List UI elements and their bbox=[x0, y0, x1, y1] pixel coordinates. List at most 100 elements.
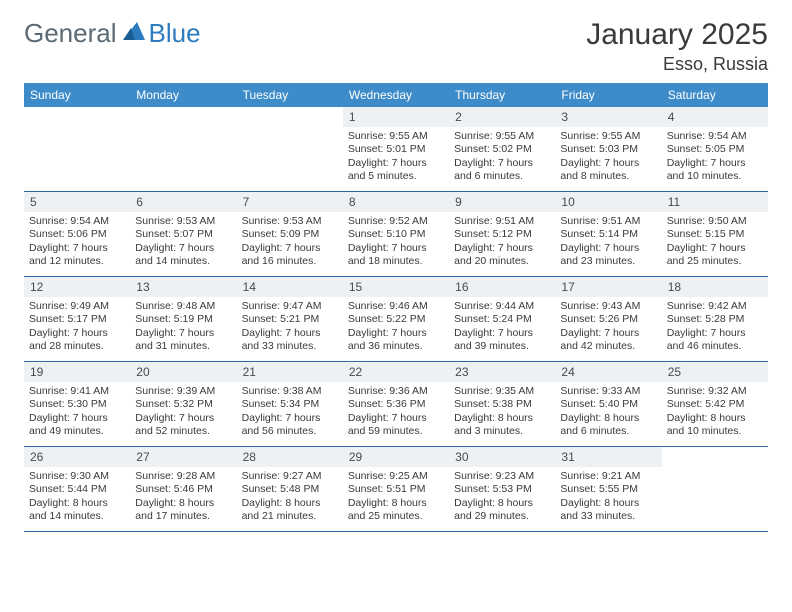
sunrise-text: Sunrise: 9:42 AM bbox=[667, 300, 763, 313]
daylight-text: Daylight: 8 hours and 10 minutes. bbox=[667, 412, 763, 439]
day-cell: 8Sunrise: 9:52 AMSunset: 5:10 PMDaylight… bbox=[343, 192, 449, 276]
day-cell: 7Sunrise: 9:53 AMSunset: 5:09 PMDaylight… bbox=[237, 192, 343, 276]
daylight-text: Daylight: 7 hours and 23 minutes. bbox=[560, 242, 656, 269]
sunrise-text: Sunrise: 9:54 AM bbox=[29, 215, 125, 228]
day-cell bbox=[662, 447, 768, 531]
day-number: 14 bbox=[237, 277, 343, 297]
daylight-text: Daylight: 8 hours and 6 minutes. bbox=[560, 412, 656, 439]
daylight-text: Daylight: 7 hours and 49 minutes. bbox=[29, 412, 125, 439]
day-cell: 29Sunrise: 9:25 AMSunset: 5:51 PMDayligh… bbox=[343, 447, 449, 531]
day-cell: 28Sunrise: 9:27 AMSunset: 5:48 PMDayligh… bbox=[237, 447, 343, 531]
sunset-text: Sunset: 5:22 PM bbox=[348, 313, 444, 326]
daylight-text: Daylight: 8 hours and 17 minutes. bbox=[135, 497, 231, 524]
sunset-text: Sunset: 5:05 PM bbox=[667, 143, 763, 156]
sunrise-text: Sunrise: 9:23 AM bbox=[454, 470, 550, 483]
day-cell: 2Sunrise: 9:55 AMSunset: 5:02 PMDaylight… bbox=[449, 107, 555, 191]
sunrise-text: Sunrise: 9:49 AM bbox=[29, 300, 125, 313]
day-details: Sunrise: 9:47 AMSunset: 5:21 PMDaylight:… bbox=[237, 297, 343, 357]
sunrise-text: Sunrise: 9:46 AM bbox=[348, 300, 444, 313]
day-number: 13 bbox=[130, 277, 236, 297]
daylight-text: Daylight: 8 hours and 25 minutes. bbox=[348, 497, 444, 524]
sunrise-text: Sunrise: 9:50 AM bbox=[667, 215, 763, 228]
day-number: 17 bbox=[555, 277, 661, 297]
daylight-text: Daylight: 7 hours and 18 minutes. bbox=[348, 242, 444, 269]
day-header-row: Sunday Monday Tuesday Wednesday Thursday… bbox=[24, 83, 768, 107]
sunset-text: Sunset: 5:51 PM bbox=[348, 483, 444, 496]
day-details: Sunrise: 9:54 AMSunset: 5:06 PMDaylight:… bbox=[24, 212, 130, 272]
day-number: 6 bbox=[130, 192, 236, 212]
day-number: 21 bbox=[237, 362, 343, 382]
daylight-text: Daylight: 7 hours and 14 minutes. bbox=[135, 242, 231, 269]
sunset-text: Sunset: 5:02 PM bbox=[454, 143, 550, 156]
sunset-text: Sunset: 5:24 PM bbox=[454, 313, 550, 326]
sunrise-text: Sunrise: 9:21 AM bbox=[560, 470, 656, 483]
sunrise-text: Sunrise: 9:41 AM bbox=[29, 385, 125, 398]
week-row: 19Sunrise: 9:41 AMSunset: 5:30 PMDayligh… bbox=[24, 362, 768, 447]
day-details: Sunrise: 9:52 AMSunset: 5:10 PMDaylight:… bbox=[343, 212, 449, 272]
day-number: 3 bbox=[555, 107, 661, 127]
day-details: Sunrise: 9:21 AMSunset: 5:55 PMDaylight:… bbox=[555, 467, 661, 527]
day-details: Sunrise: 9:38 AMSunset: 5:34 PMDaylight:… bbox=[237, 382, 343, 442]
day-number: 22 bbox=[343, 362, 449, 382]
daylight-text: Daylight: 7 hours and 59 minutes. bbox=[348, 412, 444, 439]
sunset-text: Sunset: 5:30 PM bbox=[29, 398, 125, 411]
day-details: Sunrise: 9:39 AMSunset: 5:32 PMDaylight:… bbox=[130, 382, 236, 442]
day-number: 26 bbox=[24, 447, 130, 467]
day-number: 23 bbox=[449, 362, 555, 382]
sunrise-text: Sunrise: 9:55 AM bbox=[454, 130, 550, 143]
day-details: Sunrise: 9:32 AMSunset: 5:42 PMDaylight:… bbox=[662, 382, 768, 442]
daylight-text: Daylight: 7 hours and 8 minutes. bbox=[560, 157, 656, 184]
day-header-wednesday: Wednesday bbox=[343, 83, 449, 107]
sunrise-text: Sunrise: 9:55 AM bbox=[348, 130, 444, 143]
day-number bbox=[130, 107, 236, 113]
sunset-text: Sunset: 5:46 PM bbox=[135, 483, 231, 496]
sunset-text: Sunset: 5:53 PM bbox=[454, 483, 550, 496]
day-cell: 27Sunrise: 9:28 AMSunset: 5:46 PMDayligh… bbox=[130, 447, 236, 531]
sunset-text: Sunset: 5:32 PM bbox=[135, 398, 231, 411]
sunrise-text: Sunrise: 9:35 AM bbox=[454, 385, 550, 398]
day-cell: 30Sunrise: 9:23 AMSunset: 5:53 PMDayligh… bbox=[449, 447, 555, 531]
sunrise-text: Sunrise: 9:28 AM bbox=[135, 470, 231, 483]
daylight-text: Daylight: 8 hours and 29 minutes. bbox=[454, 497, 550, 524]
sunset-text: Sunset: 5:38 PM bbox=[454, 398, 550, 411]
week-row: 26Sunrise: 9:30 AMSunset: 5:44 PMDayligh… bbox=[24, 447, 768, 532]
sunset-text: Sunset: 5:12 PM bbox=[454, 228, 550, 241]
week-row: 5Sunrise: 9:54 AMSunset: 5:06 PMDaylight… bbox=[24, 192, 768, 277]
day-cell: 1Sunrise: 9:55 AMSunset: 5:01 PMDaylight… bbox=[343, 107, 449, 191]
sunset-text: Sunset: 5:42 PM bbox=[667, 398, 763, 411]
day-cell: 25Sunrise: 9:32 AMSunset: 5:42 PMDayligh… bbox=[662, 362, 768, 446]
day-cell: 20Sunrise: 9:39 AMSunset: 5:32 PMDayligh… bbox=[130, 362, 236, 446]
day-details: Sunrise: 9:55 AMSunset: 5:02 PMDaylight:… bbox=[449, 127, 555, 187]
daylight-text: Daylight: 7 hours and 36 minutes. bbox=[348, 327, 444, 354]
day-cell bbox=[24, 107, 130, 191]
day-cell: 19Sunrise: 9:41 AMSunset: 5:30 PMDayligh… bbox=[24, 362, 130, 446]
sunset-text: Sunset: 5:34 PM bbox=[242, 398, 338, 411]
sunrise-text: Sunrise: 9:30 AM bbox=[29, 470, 125, 483]
day-header-saturday: Saturday bbox=[662, 83, 768, 107]
day-number bbox=[24, 107, 130, 113]
daylight-text: Daylight: 7 hours and 10 minutes. bbox=[667, 157, 763, 184]
day-number bbox=[237, 107, 343, 113]
day-cell: 24Sunrise: 9:33 AMSunset: 5:40 PMDayligh… bbox=[555, 362, 661, 446]
sunrise-text: Sunrise: 9:39 AM bbox=[135, 385, 231, 398]
day-number: 11 bbox=[662, 192, 768, 212]
sunset-text: Sunset: 5:44 PM bbox=[29, 483, 125, 496]
day-details: Sunrise: 9:51 AMSunset: 5:14 PMDaylight:… bbox=[555, 212, 661, 272]
sunrise-text: Sunrise: 9:52 AM bbox=[348, 215, 444, 228]
day-cell: 15Sunrise: 9:46 AMSunset: 5:22 PMDayligh… bbox=[343, 277, 449, 361]
sunset-text: Sunset: 5:26 PM bbox=[560, 313, 656, 326]
month-title: January 2025 bbox=[586, 18, 768, 52]
day-cell: 22Sunrise: 9:36 AMSunset: 5:36 PMDayligh… bbox=[343, 362, 449, 446]
daylight-text: Daylight: 7 hours and 12 minutes. bbox=[29, 242, 125, 269]
day-number: 8 bbox=[343, 192, 449, 212]
day-cell: 4Sunrise: 9:54 AMSunset: 5:05 PMDaylight… bbox=[662, 107, 768, 191]
sunset-text: Sunset: 5:01 PM bbox=[348, 143, 444, 156]
sunset-text: Sunset: 5:15 PM bbox=[667, 228, 763, 241]
daylight-text: Daylight: 8 hours and 14 minutes. bbox=[29, 497, 125, 524]
weeks-container: 1Sunrise: 9:55 AMSunset: 5:01 PMDaylight… bbox=[24, 107, 768, 532]
daylight-text: Daylight: 7 hours and 52 minutes. bbox=[135, 412, 231, 439]
day-number: 20 bbox=[130, 362, 236, 382]
sunrise-text: Sunrise: 9:43 AM bbox=[560, 300, 656, 313]
day-details: Sunrise: 9:49 AMSunset: 5:17 PMDaylight:… bbox=[24, 297, 130, 357]
day-cell bbox=[237, 107, 343, 191]
